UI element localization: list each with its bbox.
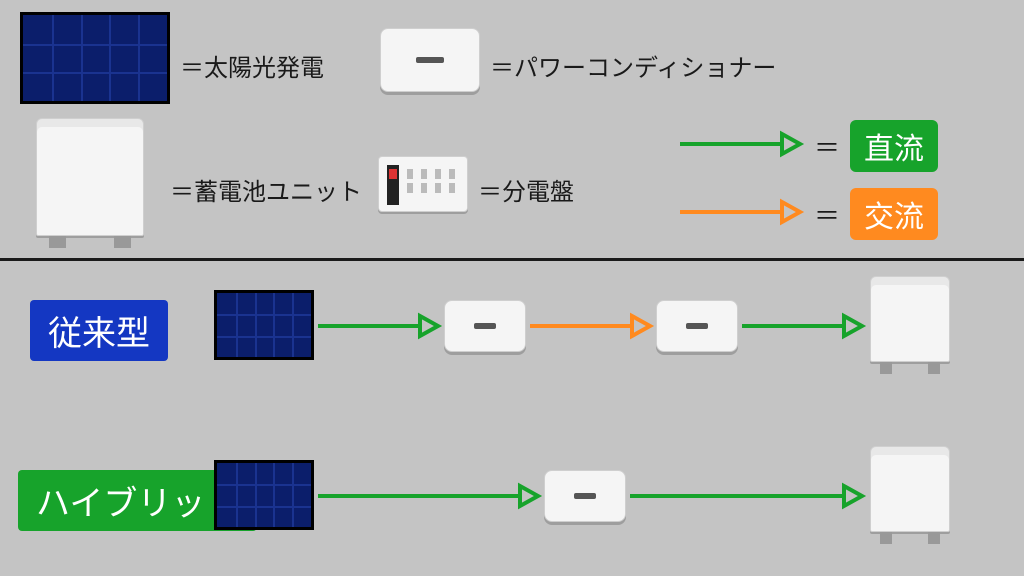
conv-arrow-3 [742, 314, 862, 343]
hyb-arrow-1 [318, 484, 538, 513]
legend-inverter [380, 28, 480, 92]
conv-inverter-1 [444, 300, 526, 352]
legend-ac-badge: 交流 [850, 188, 938, 240]
legend-dc-arrow [680, 132, 800, 161]
legend-dc-badge: 直流 [850, 120, 938, 172]
hyb-battery [870, 446, 950, 544]
legend-battery-label: ＝蓄電池ユニット [170, 172, 362, 207]
legend-battery [36, 118, 144, 248]
legend-solar-label: ＝太陽光発電 [180, 48, 324, 83]
legend-solar-panel [20, 12, 170, 104]
legend-dc-eq: ＝ [814, 128, 840, 165]
conventional-badge: 従来型 [30, 300, 168, 361]
conv-arrow-2 [530, 314, 650, 343]
conv-arrow-1 [318, 314, 438, 343]
legend-ac-eq: ＝ [814, 196, 840, 233]
hyb-inverter [544, 470, 626, 522]
conv-inverter-2 [656, 300, 738, 352]
legend-distboard [378, 156, 468, 212]
legend-ac-arrow [680, 200, 800, 229]
section-divider [0, 258, 1024, 261]
conv-battery [870, 276, 950, 374]
hyb-solar-panel [214, 460, 314, 530]
legend-distboard-label: ＝分電盤 [478, 172, 574, 207]
conv-solar-panel [214, 290, 314, 360]
legend-inverter-label: ＝パワーコンディショナー [490, 48, 776, 83]
hyb-arrow-2 [630, 484, 862, 513]
